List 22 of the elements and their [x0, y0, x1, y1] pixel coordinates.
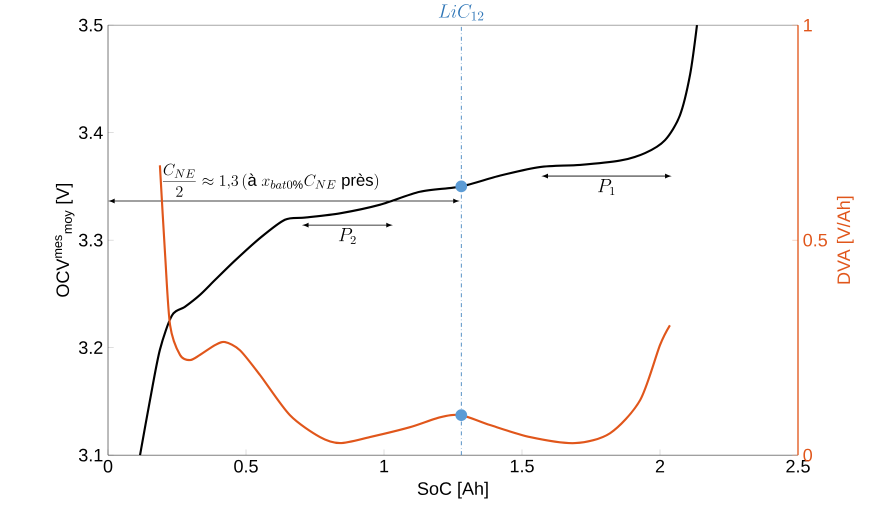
y2-axis-title: DVA [V/Ah] — [836, 196, 854, 284]
y2-tick-label: 0 — [803, 448, 812, 462]
x-tick-label: 2 — [656, 460, 664, 472]
y2-tick-label: 1 — [804, 18, 812, 32]
y-tick-label: 3.1 — [78, 448, 102, 462]
y-axis-title: OCV$^{mes}$$_{moy}$ [V] — [55, 184, 74, 297]
x-tick-label: 0 — [104, 460, 112, 473]
annotation: $P_2$ — [338, 228, 356, 244]
ref-line-label: $LiC_{12}$ — [438, 4, 484, 20]
y-tick-label: 3.5 — [78, 18, 103, 32]
x-tick-label: 0.5 — [234, 460, 258, 473]
line-series — [158, 164, 672, 444]
x-tick-label: 2.5 — [786, 460, 810, 473]
x-tick-label: 1 — [380, 460, 388, 472]
y-tick-label: 3.4 — [78, 126, 103, 139]
y2-tick-label: 0.5 — [803, 234, 827, 246]
x-axis-title: SoC [Ah] — [418, 482, 488, 498]
x-tick-label: 1.5 — [510, 460, 534, 472]
y-tick-label: 3.2 — [78, 341, 102, 354]
annotation: $\frac{C_{NE}}{2}\approx 1{,}3\,(\mbox{à }x_{bat0\%}C_{NE}\mbox{ près})$ — [162, 164, 378, 197]
annotation: $P_1$ — [598, 178, 614, 195]
y-tick-label: 3.3 — [78, 234, 103, 246]
